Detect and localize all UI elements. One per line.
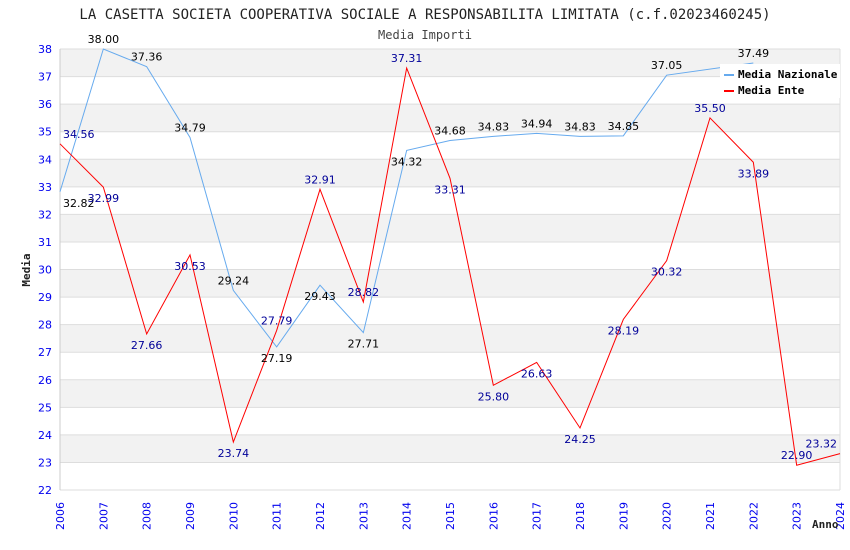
data-label: 23.32: [806, 438, 838, 451]
data-label: 27.71: [348, 338, 380, 351]
data-label: 37.36: [131, 51, 163, 64]
series-line-ente: [59, 66, 841, 466]
x-tick-label: 2009: [184, 502, 197, 530]
x-tick-label: 2024: [834, 502, 847, 530]
x-tick-label: 2008: [141, 502, 154, 530]
x-axis-label: Anno: [812, 518, 839, 531]
y-tick-label: 38: [38, 43, 52, 56]
chart-title: LA CASETTA SOCIETA COOPERATIVA SOCIALE A…: [79, 7, 770, 23]
x-tick-label: 2007: [97, 502, 110, 530]
y-tick-label: 36: [38, 98, 52, 111]
y-tick-label: 31: [38, 236, 52, 249]
data-label: 32.99: [88, 192, 120, 205]
data-label: 30.32: [651, 266, 683, 279]
data-label: 38.00: [88, 33, 120, 46]
data-label: 37.49: [738, 47, 770, 60]
data-label: 34.32: [391, 155, 423, 168]
x-tick-label: 2011: [271, 502, 284, 530]
y-tick-label: 30: [38, 264, 52, 277]
chart-subtitle: Media Importi: [378, 28, 472, 42]
legend: Media Nazionale Media Ente: [720, 64, 840, 98]
data-label: 37.31: [391, 52, 423, 65]
x-tick-label: 2006: [54, 502, 67, 530]
data-label: 34.94: [521, 117, 553, 130]
data-label: 32.82: [63, 197, 95, 210]
x-tick-label: 2016: [487, 502, 500, 530]
data-label: 34.79: [174, 121, 206, 134]
data-label: 32.91: [304, 173, 336, 186]
y-tick-label: 34: [38, 153, 52, 166]
x-tick-label: 2014: [401, 502, 414, 530]
y-tick-label: 25: [38, 401, 52, 414]
data-label: 24.25: [564, 433, 596, 446]
data-label: 26.63: [521, 367, 553, 380]
y-tick-label: 28: [38, 319, 52, 332]
data-label: 27.79: [261, 314, 293, 327]
legend-label-ente: Media Ente: [738, 84, 805, 97]
grid-band: [60, 269, 840, 298]
data-label: 22.90: [781, 449, 813, 462]
data-label: 23.74: [218, 447, 250, 460]
grid-band: [60, 214, 840, 242]
grid-band: [60, 379, 840, 408]
y-tick-label: 22: [38, 484, 52, 497]
data-label: 27.66: [131, 339, 163, 352]
y-tick-label: 24: [38, 429, 52, 442]
data-label: 34.83: [478, 120, 510, 133]
y-tick-label: 23: [38, 456, 52, 469]
data-label: 27.19: [261, 352, 293, 365]
grid-band: [60, 49, 840, 77]
grid-band: [60, 324, 840, 353]
y-tick-label: 37: [38, 71, 52, 84]
x-tick-label: 2023: [791, 502, 804, 530]
x-tick-label: 2013: [357, 502, 370, 530]
x-tick-label: 2010: [227, 502, 240, 530]
x-tick-label: 2022: [747, 502, 760, 530]
data-label: 34.85: [608, 120, 640, 133]
y-tick-label: 29: [38, 291, 52, 304]
x-tick-label: 2018: [574, 502, 587, 530]
x-tick-label: 2021: [704, 502, 717, 530]
legend-box: [720, 64, 840, 98]
x-tick-label: 2019: [617, 502, 630, 530]
y-tick-label: 32: [38, 208, 52, 221]
data-label: 37.05: [651, 59, 683, 72]
x-tick-label: 2017: [531, 502, 544, 530]
y-tick-label: 35: [38, 126, 52, 139]
data-label: 34.56: [63, 128, 95, 141]
data-label: 34.83: [564, 120, 596, 133]
x-tick-label: 2020: [661, 502, 674, 530]
series-line-nazionale: [59, 48, 754, 348]
y-tick-label: 26: [38, 374, 52, 387]
y-axis-label: Media: [20, 253, 33, 286]
data-label: 33.89: [738, 167, 770, 180]
data-label: 25.80: [478, 390, 510, 403]
data-label: 29.24: [218, 274, 250, 287]
data-label: 29.43: [304, 290, 336, 303]
data-label: 34.68: [434, 125, 466, 138]
legend-label-nazionale: Media Nazionale: [738, 68, 838, 81]
grid-band: [60, 159, 840, 187]
data-label: 28.19: [608, 324, 640, 337]
data-label: 35.50: [694, 102, 726, 115]
y-tick-label: 27: [38, 346, 52, 359]
x-tick-label: 2012: [314, 502, 327, 530]
data-label: 30.53: [174, 260, 206, 273]
grid-band: [60, 434, 840, 463]
y-tick-label: 33: [38, 181, 52, 194]
x-tick-label: 2015: [444, 502, 457, 530]
data-label: 28.82: [348, 286, 380, 299]
data-label: 33.31: [434, 183, 466, 196]
